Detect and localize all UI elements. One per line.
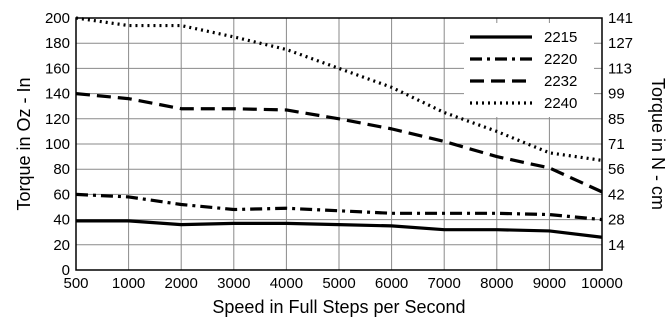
- legend-label: 2240: [544, 95, 577, 112]
- y2-tick-label: 99: [608, 86, 625, 103]
- y-tick-label: 60: [53, 186, 70, 203]
- y-tick-label: 160: [45, 60, 70, 77]
- y-axis-title: Torque in Oz - In: [14, 77, 34, 210]
- x-tick-label: 2000: [165, 275, 198, 292]
- y2-tick-label: 28: [608, 212, 625, 229]
- plot-frame: [75, 17, 603, 271]
- y2-axis-title: Torque in N - cm: [648, 78, 668, 210]
- y-tick-label: 40: [53, 212, 70, 229]
- y-tick-label: 100: [45, 136, 70, 153]
- y-tick-label: 0: [62, 262, 70, 279]
- series-line-2215: [76, 219, 603, 239]
- series-line-2232: [75, 92, 603, 194]
- x-tick-label: 9000: [533, 275, 566, 292]
- x-tick-label: 1000: [112, 275, 145, 292]
- y-tick-label: 140: [45, 86, 70, 103]
- legend-label: 2220: [544, 51, 577, 68]
- x-tick-label: 4000: [270, 275, 303, 292]
- y-tick-label: 200: [45, 10, 70, 27]
- x-tick-label: 7000: [428, 275, 461, 292]
- y2-tick-label: 141: [608, 10, 633, 27]
- x-tick-label: 8000: [480, 275, 513, 292]
- x-tick-label: 3000: [217, 275, 250, 292]
- x-tick-label: 5000: [322, 275, 355, 292]
- x-tick-label: 500: [63, 275, 88, 292]
- y2-tick-label: 14: [608, 237, 625, 254]
- y2-tick-label: 56: [608, 161, 625, 178]
- y-tick-label: 20: [53, 237, 70, 254]
- legend-label: 2232: [544, 73, 577, 90]
- y-tick-label: 120: [45, 111, 70, 128]
- y2-tick-label: 127: [608, 35, 633, 52]
- y2-tick-label: 42: [608, 186, 625, 203]
- x-tick-label: 6000: [375, 275, 408, 292]
- legend-background: [464, 23, 594, 117]
- x-tick-label: 10000: [581, 275, 623, 292]
- y-tick-label: 80: [53, 161, 70, 178]
- x-axis-title: Speed in Full Steps per Second: [212, 297, 465, 317]
- legend-label: 2215: [544, 29, 577, 46]
- y2-tick-label: 85: [608, 111, 625, 128]
- y-tick-label: 180: [45, 35, 70, 52]
- y2-tick-label: 113: [608, 60, 632, 77]
- y2-tick-label: 71: [608, 136, 625, 153]
